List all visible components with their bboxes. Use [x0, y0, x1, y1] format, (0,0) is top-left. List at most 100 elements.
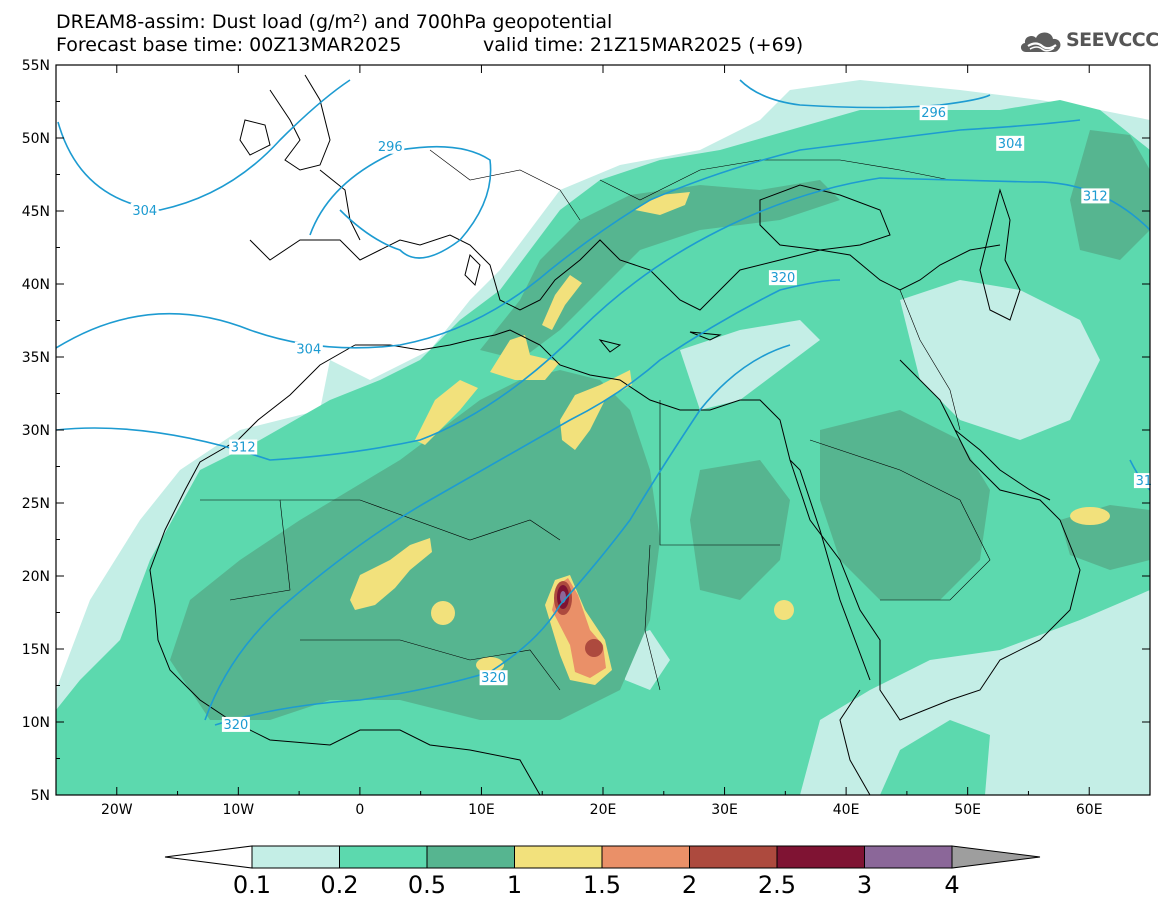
coast-europe — [249, 234, 1001, 311]
contour-label-bg — [376, 138, 405, 154]
title-line-1: DREAM8-assim: Dust load (g/m²) and 700hP… — [56, 11, 613, 33]
dust-level-1-algeria — [490, 335, 560, 380]
coast-red-sea — [789, 459, 871, 681]
geopotential-contours — [56, 79, 1150, 726]
lon-tick-label: 10W — [222, 802, 254, 818]
coast-black-sea — [759, 184, 891, 251]
colorbar-box — [864, 845, 953, 869]
border-libya-egypt — [659, 400, 780, 546]
lat-tick-label: 20N — [22, 569, 50, 585]
contour-label: 320 — [223, 718, 248, 733]
contour-label-group: 296 304 296 304 312 320 304 312 31 320 320 — [130, 105, 1154, 733]
colorbar-box — [601, 845, 690, 869]
colorbar-label: 1.5 — [583, 871, 621, 899]
dust-level-1-sudan — [774, 600, 794, 620]
coast-caspian — [979, 188, 1021, 321]
colorbar-label: 3 — [857, 871, 872, 899]
lat-tick-label: 50N — [22, 131, 50, 147]
valid-time: valid time: 21Z15MAR2025 (+69) — [483, 34, 804, 56]
coast-east-africa — [839, 689, 871, 795]
dust-level-0-5-sudan — [690, 460, 790, 600]
dust-clear-patch-med — [680, 320, 820, 410]
colorbar-label: 0.5 — [408, 871, 446, 899]
colorbar-boxes — [251, 845, 953, 869]
coastlines — [149, 74, 1081, 795]
colorbar-box — [251, 845, 340, 869]
axis-tick-group: 55N 50N 45N 40N 35N 30N 25N 20N 15N 10N 5N 20W 10W 0 1… — [22, 58, 1151, 818]
title-line-2: Forecast base time: 00Z13MAR2025 valid ti… — [56, 34, 803, 56]
dust-level-0-2-east — [880, 720, 990, 795]
lat-tick-label: 25N — [22, 496, 50, 512]
base-time: Forecast base time: 00Z13MAR2025 — [56, 34, 402, 56]
lon-tick-label: 60E — [1076, 802, 1103, 818]
colorbar: 0.1 0.2 0.5 1 1.5 2 2.5 3 4 — [164, 845, 1041, 899]
colorbar-label: 1 — [507, 871, 522, 899]
contour-304-south — [56, 119, 1081, 349]
dust-level-1-mali — [350, 538, 432, 610]
colorbar-box — [689, 845, 778, 869]
lon-tick-label: 30E — [711, 802, 738, 818]
seevccc-logo: SEEVCCC — [1018, 26, 1159, 56]
contour-label: 304 — [998, 137, 1023, 152]
lat-tick-label: 30N — [22, 423, 50, 439]
coast-france — [319, 169, 361, 241]
colorbar-label: 0.1 — [233, 871, 271, 899]
colorbar-box — [776, 845, 865, 869]
contour-label: 312 — [231, 441, 256, 456]
lat-tick-label: 55N — [22, 58, 50, 74]
lon-tick-label: 50E — [954, 802, 981, 818]
contour-label-bg — [221, 716, 250, 732]
coast-west-africa — [149, 344, 541, 795]
contour-296-east — [739, 79, 991, 109]
contour-label-bg — [229, 439, 258, 455]
dust-level-1-libya — [560, 370, 632, 450]
coast-north-africa — [355, 329, 1081, 721]
lat-tick-label: 45N — [22, 204, 50, 220]
border-mauritania — [200, 499, 291, 601]
coast-ireland — [239, 119, 271, 156]
dust-level-1-balkans — [635, 192, 690, 215]
dust-level-2-south — [585, 639, 603, 657]
contour-label: 312 — [1083, 189, 1108, 204]
contour-label-bg — [996, 135, 1025, 151]
colorbar-box — [339, 845, 428, 869]
contour-312 — [56, 177, 1150, 461]
colorbar-box — [426, 845, 515, 869]
cloud-icon — [1020, 32, 1061, 52]
contour-label: 320 — [481, 671, 506, 686]
lat-tick-label: 40N — [22, 277, 50, 293]
contour-label: 296 — [921, 106, 946, 121]
lon-tick-label: 10E — [468, 802, 495, 818]
colorbar-label: 0.2 — [320, 871, 358, 899]
dust-level-1-oman — [1070, 507, 1110, 525]
coast-persian-gulf — [954, 429, 1051, 501]
contour-label-bg — [294, 341, 323, 357]
border-saudi — [809, 439, 991, 601]
contour-label-bg — [479, 670, 508, 686]
lat-tick-label: 15N — [22, 642, 50, 658]
lat-tick-label: 35N — [22, 350, 50, 366]
contour-320-south — [214, 344, 791, 726]
lon-tick-label: 20E — [590, 802, 617, 818]
contour-label-bg — [768, 270, 797, 286]
colorbar-box — [514, 845, 603, 869]
dust-clear-patch-iran — [900, 280, 1100, 440]
lat-tick-label: 10N — [22, 715, 50, 731]
contour-label: 304 — [296, 343, 321, 358]
dust-load-field — [56, 80, 1150, 795]
contour-label-bg — [1081, 188, 1110, 204]
contour-320 — [204, 279, 841, 721]
colorbar-under-triangle — [164, 845, 253, 869]
contour-label: 304 — [132, 204, 157, 219]
border-sahel — [300, 639, 561, 691]
dust-level-1-nigeria — [476, 657, 504, 673]
border-chad-sudan — [644, 544, 661, 691]
dust-level-1-niger — [431, 601, 455, 625]
contour-label-bg — [130, 203, 159, 218]
colorbar-over-triangle — [951, 845, 1041, 869]
dust-level-0-5-east — [1070, 130, 1150, 260]
contour-label-bg — [919, 105, 948, 121]
colorbar-label: 2.5 — [758, 871, 796, 899]
colorbar-label: 2 — [682, 871, 697, 899]
